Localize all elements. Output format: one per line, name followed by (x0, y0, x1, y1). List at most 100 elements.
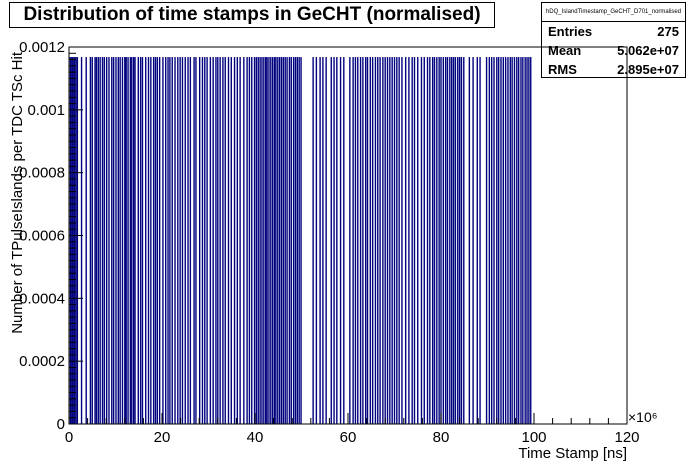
histogram-bar (271, 57, 274, 424)
histogram-bar (132, 57, 135, 424)
histogram-bar (384, 57, 386, 424)
histogram-bar (379, 57, 381, 424)
histogram-bar (398, 57, 400, 424)
histogram-bar (493, 57, 495, 424)
histogram-bar (423, 57, 425, 424)
histogram-bar (524, 57, 526, 424)
histogram-bar (206, 57, 208, 424)
stats-entries-label: Entries (548, 24, 593, 39)
histogram-bar (374, 57, 377, 424)
histogram-bar (516, 57, 518, 424)
histogram-bar (520, 57, 522, 424)
plot-frame (68, 46, 628, 425)
histogram-bar (386, 57, 389, 424)
histogram-bar (91, 57, 93, 424)
histogram-bar (71, 57, 73, 424)
histogram-bar (530, 57, 532, 424)
chart-title-box: Distribution of time stamps in GeCHT (no… (9, 2, 495, 28)
histogram-bar (227, 57, 230, 424)
histogram-bar (99, 57, 101, 424)
histogram-bar (243, 57, 245, 424)
histogram-bar (167, 57, 169, 424)
histogram-bar (325, 57, 327, 424)
histogram-bar (369, 57, 372, 424)
histogram-bar (476, 57, 478, 424)
histogram-bar (452, 57, 455, 424)
histogram-bar (485, 57, 488, 424)
histogram-bar (94, 57, 96, 424)
histogram-bar (246, 57, 248, 424)
y-tick-label: 0.0012 (19, 39, 65, 56)
histogram-bar (257, 57, 259, 424)
histogram-bar (472, 57, 474, 424)
histogram-bar (408, 57, 410, 424)
histogram-bar (158, 57, 161, 424)
histogram-bar (73, 57, 76, 424)
y-axis-label: Number of TPulseIslands per TDC TSc Hit (9, 51, 26, 334)
histogram-bar (377, 57, 379, 424)
histogram-bar (362, 57, 364, 424)
histogram-bars (69, 57, 532, 424)
histogram-bar (230, 57, 232, 424)
histogram-bar (80, 57, 83, 424)
x-axis-ticks: 0 20 40 60 80 100 120 (65, 413, 640, 446)
histogram-bar (366, 57, 369, 424)
chart-title: Distribution of time stamps in GeCHT (no… (23, 4, 481, 25)
histogram-bar (117, 57, 119, 424)
histogram-bar (333, 57, 335, 424)
histogram-bar (364, 57, 367, 424)
histogram-bar (528, 57, 530, 424)
histogram-bar (134, 57, 136, 424)
histogram-bar (454, 57, 457, 424)
histogram-bar (315, 57, 318, 424)
histogram-bar (111, 57, 113, 424)
y-tick-label: 0.001 (27, 102, 65, 119)
histogram-bar (154, 57, 157, 424)
histogram-bar (137, 57, 139, 424)
histogram-bar (69, 57, 72, 424)
histogram-bar (496, 57, 498, 424)
histogram-bar (156, 57, 159, 424)
histogram-bar (108, 57, 110, 424)
histogram-bar (112, 57, 115, 424)
histogram-bar (284, 57, 286, 424)
histogram-bar (290, 57, 292, 424)
histogram-bar (179, 57, 181, 424)
histogram-bar (509, 57, 511, 424)
histogram-bar (349, 57, 351, 424)
histogram-bar (457, 57, 459, 424)
histogram-bar (280, 57, 283, 424)
histogram-bar (500, 57, 502, 424)
histogram-bar (504, 57, 507, 424)
histogram-bar (217, 57, 219, 424)
histogram-bar (433, 57, 436, 424)
histogram-bar (266, 57, 268, 424)
histogram-bar (507, 57, 509, 424)
histogram-bar (382, 57, 384, 424)
histogram-bar (162, 57, 164, 424)
histogram-bar (150, 57, 152, 424)
histogram-bar (95, 57, 98, 424)
histogram-bar (264, 57, 267, 424)
histogram-bar (263, 57, 265, 424)
histogram-bar (270, 57, 272, 424)
histogram-bar (193, 57, 195, 424)
stats-rms-label: RMS (548, 62, 577, 77)
histogram-bar (354, 57, 357, 424)
histogram-bar (511, 57, 513, 424)
histogram-bar (336, 57, 338, 424)
histogram-bar (319, 57, 321, 424)
histogram-bar (219, 57, 221, 424)
y-axis-ticks: 0 0.0002 0.0004 0.0006 0.0008 0.001 0.0012 (19, 39, 83, 433)
x-tick-label: 80 (433, 429, 450, 446)
histogram-bar (239, 57, 241, 424)
histogram-bar (103, 57, 106, 424)
x-axis-multiplier: ×10⁶ (628, 409, 658, 425)
x-tick-label: 40 (247, 429, 264, 446)
histogram-bar (294, 57, 297, 424)
histogram-bar (89, 57, 92, 424)
y-tick-label: 0 (57, 416, 65, 433)
histogram-bar (436, 57, 438, 424)
x-tick-label: 60 (340, 429, 357, 446)
histogram-bar (121, 57, 124, 424)
